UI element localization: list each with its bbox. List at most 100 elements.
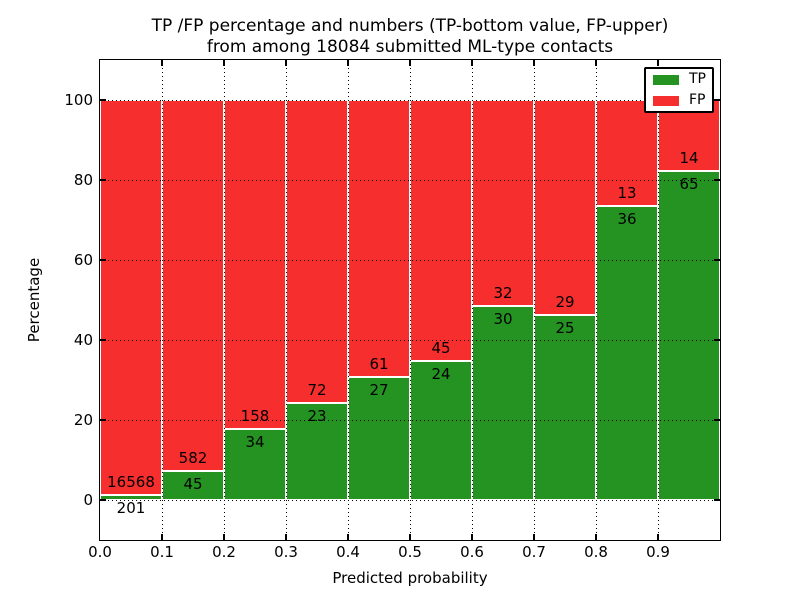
tp-count-label: 25: [555, 318, 575, 337]
fp-count-label: 29: [555, 292, 575, 311]
y-tick-mark-left: [100, 99, 106, 101]
legend-label-tp: TP: [689, 71, 706, 87]
gridline-horizontal: [100, 420, 720, 421]
x-tick-label: 0.6: [460, 543, 484, 561]
tp-count-label: 27: [369, 381, 389, 400]
y-tick-mark-left: [100, 339, 106, 341]
y-tick-mark-right: [714, 339, 720, 341]
legend-label-fp: FP: [689, 92, 706, 108]
x-tick-label: 0.7: [522, 543, 546, 561]
fp-bar-segment: [534, 100, 596, 315]
tp-count-label: 30: [493, 310, 513, 329]
x-tick-mark-top: [223, 60, 225, 66]
y-tick-label: 40: [73, 331, 93, 349]
x-tick-mark-bottom: [471, 534, 473, 540]
tp-bar-segment: [100, 495, 162, 500]
y-tick-label: 60: [73, 251, 93, 269]
fp-bar-segment: [286, 100, 348, 404]
fp-bar-segment: [162, 100, 224, 472]
y-tick-mark-left: [100, 499, 106, 501]
x-tick-mark-top: [161, 60, 163, 66]
gridline-horizontal: [100, 100, 720, 101]
tp-count-label: 201: [116, 499, 146, 518]
tp-bar-segment: [658, 170, 720, 500]
x-tick-label: 0.3: [274, 543, 298, 561]
gridline-horizontal: [100, 500, 720, 501]
fp-bar-segment: [100, 100, 162, 496]
x-tick-mark-bottom: [533, 534, 535, 540]
x-tick-label: 0.8: [584, 543, 608, 561]
gridline-horizontal: [100, 340, 720, 341]
y-tick-label: 0: [83, 491, 93, 509]
x-tick-mark-top: [285, 60, 287, 66]
tp-count-label: 34: [245, 433, 265, 452]
fp-count-label: 45: [431, 338, 451, 357]
x-tick-label: 0.2: [212, 543, 236, 561]
y-tick-mark-left: [100, 419, 106, 421]
fp-count-label: 158: [240, 407, 270, 426]
x-tick-label: 0.9: [646, 543, 670, 561]
x-tick-mark-top: [409, 60, 411, 66]
x-tick-mark-bottom: [347, 534, 349, 540]
x-tick-label: 0.4: [336, 543, 360, 561]
fp-bar-segment: [348, 100, 410, 378]
gridline-vertical: [534, 60, 535, 540]
tp-bar-segment: [224, 429, 286, 500]
x-tick-label: 0.1: [150, 543, 174, 561]
tp-count-label: 36: [617, 210, 637, 229]
chart-title-line2: from among 18084 submitted ML-type conta…: [206, 37, 614, 57]
x-tick-mark-bottom: [657, 534, 659, 540]
y-tick-mark-right: [714, 179, 720, 181]
y-axis-label: Percentage: [25, 257, 43, 343]
y-tick-mark-right: [714, 99, 720, 101]
legend: TP FP: [644, 67, 714, 113]
y-tick-label: 100: [64, 91, 93, 109]
fp-bar-segment: [410, 100, 472, 361]
x-tick-label: 0.0: [88, 543, 112, 561]
tp-count-label: 24: [431, 364, 451, 383]
tp-bar-segment: [534, 314, 596, 500]
tp-count-label: 45: [183, 475, 203, 494]
x-tick-mark-bottom: [285, 534, 287, 540]
x-tick-mark-bottom: [409, 534, 411, 540]
fp-count-label: 582: [178, 449, 208, 468]
x-tick-mark-top: [471, 60, 473, 66]
fp-bar-segment: [472, 100, 534, 307]
fp-count-label: 72: [307, 381, 327, 400]
gridline-vertical: [162, 60, 163, 540]
gridline-vertical: [596, 60, 597, 540]
y-tick-label: 80: [73, 171, 93, 189]
legend-row-fp: FP: [653, 93, 706, 108]
x-tick-mark-bottom: [161, 534, 163, 540]
x-tick-mark-top: [657, 60, 659, 66]
y-tick-mark-left: [100, 179, 106, 181]
gridline-vertical: [286, 60, 287, 540]
x-tick-mark-top: [595, 60, 597, 66]
chart-title: TP /FP percentage and numbers (TP-bottom…: [100, 16, 720, 58]
gridline-vertical: [658, 60, 659, 540]
gridline-horizontal: [100, 180, 720, 181]
tp-bar-segment: [162, 471, 224, 500]
tp-count-label: 23: [307, 407, 327, 426]
y-tick-mark-left: [100, 259, 106, 261]
fp-count-label: 61: [369, 355, 389, 374]
fp-bar-segment: [224, 100, 286, 430]
fp-count-label: 13: [617, 184, 637, 203]
legend-swatch-fp: [653, 95, 679, 106]
tp-count-label: 65: [679, 174, 699, 193]
tp-bar-segment: [472, 306, 534, 500]
x-axis-label: Predicted probability: [332, 569, 488, 587]
x-tick-mark-top: [347, 60, 349, 66]
y-tick-mark-right: [714, 259, 720, 261]
gridline-vertical: [472, 60, 473, 540]
y-tick-mark-right: [714, 419, 720, 421]
gridline-vertical: [348, 60, 349, 540]
fp-count-label: 14: [679, 148, 699, 167]
legend-swatch-tp: [653, 74, 679, 85]
gridline-vertical: [410, 60, 411, 540]
tp-bar-segment: [286, 403, 348, 500]
chart-title-line1: TP /FP percentage and numbers (TP-bottom…: [151, 16, 669, 36]
fp-count-label: 16568: [107, 473, 155, 492]
y-tick-mark-right: [714, 499, 720, 501]
